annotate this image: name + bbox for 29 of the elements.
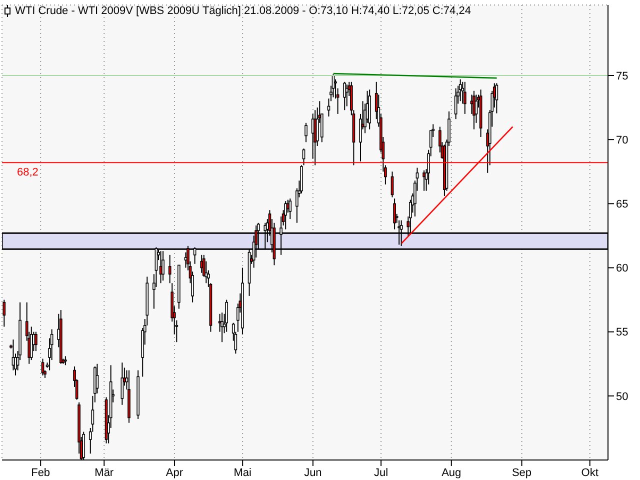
candlestick (304, 122, 308, 143)
y-tick-label: 50 (616, 390, 628, 403)
candlestick (34, 331, 38, 352)
x-tick-label: Jul (374, 466, 388, 479)
x-tick-label: Jun (304, 466, 322, 479)
x-tick-label: Feb (31, 466, 50, 479)
candlestick (463, 81, 466, 114)
x-tick-label: Mai (234, 466, 252, 479)
candlestick (458, 78, 462, 102)
x-tick-label: Apr (166, 466, 184, 479)
chart-title: WTI Crude - WTI 2009V [WBS 2009U Täglich] 21.08.2009 - O:73,10 H:74,40 L:72,05 C:74,24 (15, 5, 471, 17)
x-tick-label: Sep (512, 466, 532, 479)
candlestick (2, 299, 6, 328)
x-tick-label: Mär (94, 466, 114, 479)
y-tick-label: 60 (616, 262, 628, 275)
candlestick (422, 170, 426, 192)
y-tick-label: 75 (616, 70, 628, 82)
candlestick (314, 110, 317, 166)
candlestick (343, 81, 346, 111)
candlestick (284, 200, 288, 230)
x-tick-label: Okt (581, 466, 598, 479)
candlestick (472, 90, 476, 130)
y-tick-label: 65 (616, 198, 628, 211)
ref-line-label: 68,2 (17, 166, 38, 178)
y-tick-label: 55 (616, 326, 628, 339)
candlestick (393, 198, 396, 230)
candlestick (168, 254, 172, 284)
y-tick-label: 70 (616, 134, 628, 146)
x-tick-label: Aug (442, 466, 462, 479)
